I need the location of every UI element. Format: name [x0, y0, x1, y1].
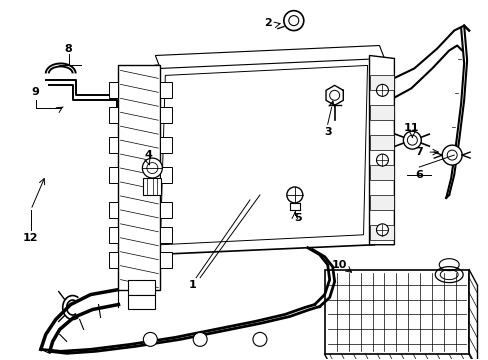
Text: 8: 8: [65, 44, 72, 54]
Polygon shape: [108, 252, 118, 268]
Circle shape: [142, 158, 162, 178]
Text: 4: 4: [144, 150, 152, 160]
Text: 1: 1: [188, 280, 196, 289]
Text: 12: 12: [23, 233, 39, 243]
Polygon shape: [155, 45, 384, 68]
Circle shape: [329, 90, 339, 100]
Text: 3: 3: [323, 127, 331, 137]
Polygon shape: [160, 167, 172, 183]
Polygon shape: [108, 137, 118, 153]
Polygon shape: [108, 107, 118, 123]
Polygon shape: [160, 227, 172, 243]
Polygon shape: [160, 202, 172, 218]
Circle shape: [403, 131, 421, 149]
Circle shape: [146, 163, 158, 174]
Polygon shape: [108, 82, 118, 98]
Circle shape: [441, 145, 461, 165]
Text: 7: 7: [415, 147, 422, 157]
Circle shape: [407, 135, 416, 145]
Circle shape: [376, 84, 387, 96]
Text: 11: 11: [403, 123, 418, 133]
Circle shape: [288, 15, 298, 26]
Polygon shape: [118, 66, 160, 289]
Polygon shape: [160, 107, 172, 123]
Circle shape: [376, 224, 387, 236]
Polygon shape: [150, 55, 379, 255]
Polygon shape: [108, 227, 118, 243]
Circle shape: [447, 150, 456, 160]
Polygon shape: [128, 294, 155, 310]
Circle shape: [193, 332, 207, 346]
Polygon shape: [324, 270, 468, 354]
Polygon shape: [108, 202, 118, 218]
Circle shape: [143, 332, 157, 346]
Text: 2: 2: [264, 18, 271, 28]
Circle shape: [252, 332, 266, 346]
Circle shape: [376, 154, 387, 166]
Polygon shape: [128, 280, 155, 294]
Polygon shape: [160, 137, 172, 153]
Polygon shape: [108, 167, 118, 183]
Polygon shape: [369, 55, 394, 245]
Text: 6: 6: [414, 170, 423, 180]
Polygon shape: [369, 225, 394, 240]
Circle shape: [286, 187, 302, 203]
Polygon shape: [160, 82, 172, 98]
Text: 5: 5: [293, 213, 301, 223]
Text: 10: 10: [331, 260, 346, 270]
Polygon shape: [369, 135, 394, 150]
Polygon shape: [160, 252, 172, 268]
Text: 9: 9: [32, 87, 40, 97]
Polygon shape: [143, 178, 161, 195]
Polygon shape: [369, 75, 394, 90]
Circle shape: [283, 11, 303, 31]
Polygon shape: [369, 165, 394, 180]
Polygon shape: [369, 195, 394, 210]
Polygon shape: [369, 105, 394, 120]
Polygon shape: [160, 66, 367, 245]
